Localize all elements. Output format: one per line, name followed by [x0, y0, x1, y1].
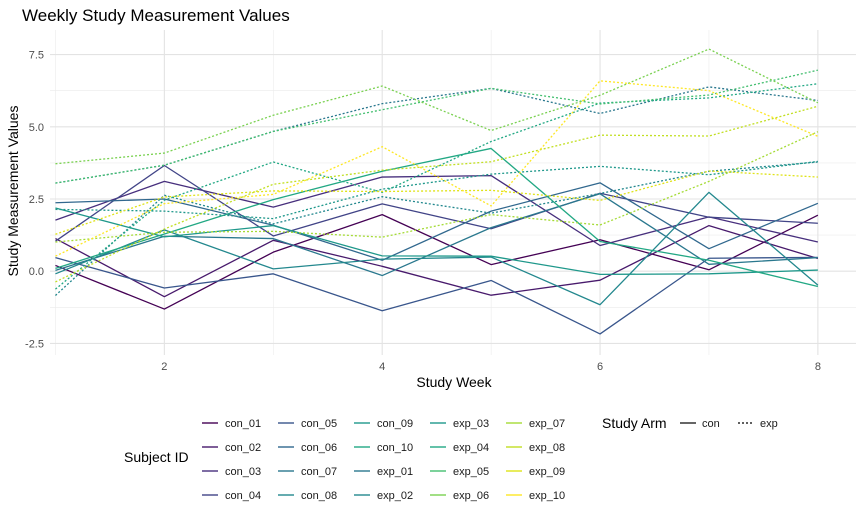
series-line-con_04: [55, 164, 818, 242]
legend-item-con_01: con_01: [202, 418, 261, 430]
x-axis-title: Study Week: [416, 374, 492, 390]
legend-label-con: con: [702, 418, 720, 430]
legend-item-con_10: con_10: [354, 442, 413, 454]
legend-label-con_10: con_10: [377, 442, 413, 454]
y-tick-label: -2.5: [25, 338, 44, 350]
y-tick-label: 2.5: [29, 194, 44, 206]
y-tick-label: 7.5: [29, 50, 44, 62]
legend-item-exp_09: exp_09: [506, 466, 565, 478]
x-tick-label: 4: [379, 361, 385, 373]
legend-item-con_09: con_09: [354, 418, 413, 430]
legend-item-exp_01: exp_01: [354, 466, 413, 478]
legend-item-exp_05: exp_05: [430, 466, 489, 478]
legend-label-con_02: con_02: [225, 442, 261, 454]
legend-label-exp_04: exp_04: [453, 442, 489, 454]
y-ticks: -2.5 0.0 2.5 5.0 7.5: [25, 50, 44, 351]
legend-label-con_09: con_09: [377, 418, 413, 430]
legend-color-title: Subject ID: [124, 449, 189, 465]
legend-item-exp_03: exp_03: [430, 418, 489, 430]
legend-item-con_04: con_04: [202, 490, 261, 502]
series-line-con_02: [55, 224, 819, 298]
y-tick-label: 0.0: [29, 266, 44, 278]
legend-label-con_03: con_03: [225, 466, 261, 478]
series-line-con_09: [55, 207, 818, 276]
series-line-con_05: [55, 256, 818, 335]
x-tick-label: 2: [161, 361, 167, 373]
legend-item-exp_06: exp_06: [430, 490, 489, 502]
legend-item-exp_07: exp_07: [506, 418, 565, 430]
legend-linetype: Study Arm con exp: [602, 415, 778, 431]
legend-label-exp_05: exp_05: [453, 466, 489, 478]
series-lines: [55, 48, 819, 335]
series-line-con_07: [55, 193, 818, 277]
series-line-con_03: [55, 174, 819, 247]
legend-color: Subject ID con_01 con_02 con_03 con_04 con_0…: [124, 418, 565, 502]
y-axis-title: Study Measurement Values: [5, 106, 21, 277]
series-line-exp_06: [55, 48, 819, 165]
legend-item-exp_10: exp_10: [506, 490, 565, 502]
legend-item-exp_08: exp_08: [506, 442, 565, 454]
x-tick-label: 8: [815, 361, 821, 373]
legend-label-exp_08: exp_08: [529, 442, 565, 454]
legend-label-con_04: con_04: [225, 490, 261, 502]
legend-item-con_08: con_08: [278, 490, 337, 502]
series-line-exp_08: [55, 105, 819, 283]
legend-label-exp_07: exp_07: [529, 418, 565, 430]
legend-linetype-title: Study Arm: [602, 415, 667, 431]
legend-label-exp_03: exp_03: [453, 418, 489, 430]
series-line-exp_07: [55, 131, 819, 243]
legend-item-con_03: con_03: [202, 466, 261, 478]
legend-item-exp: exp: [738, 418, 778, 430]
legend-label-con_05: con_05: [301, 418, 337, 430]
series-line-exp_05: [55, 69, 819, 184]
legend-item-exp_04: exp_04: [430, 442, 489, 454]
legend-item-con_05: con_05: [278, 418, 337, 430]
series-line-con_01: [55, 213, 819, 310]
legend-label-exp_01: exp_01: [377, 466, 413, 478]
x-tick-label: 6: [597, 361, 603, 373]
series-line-con_10: [55, 147, 819, 288]
legend-label-con_07: con_07: [301, 466, 337, 478]
series-line-con_08: [55, 191, 819, 306]
series-line-con_06: [55, 182, 819, 261]
y-tick-label: 5.0: [29, 122, 44, 134]
series-line-exp_04: [55, 83, 818, 290]
legend-item-con_06: con_06: [278, 442, 337, 454]
legend-item-con_02: con_02: [202, 442, 261, 454]
legend-label-exp_10: exp_10: [529, 490, 565, 502]
legend-item-con: con: [680, 418, 720, 430]
legend-label-con_08: con_08: [301, 490, 337, 502]
legend-item-exp_02: exp_02: [354, 490, 413, 502]
x-ticks: 2 4 6 8: [161, 361, 821, 373]
series-line-exp_09: [55, 170, 818, 235]
legend-item-con_07: con_07: [278, 466, 337, 478]
legend-label-exp_02: exp_02: [377, 490, 413, 502]
legend-label-exp_09: exp_09: [529, 466, 565, 478]
legend-label-con_01: con_01: [225, 418, 261, 430]
chart-title: Weekly Study Measurement Values: [22, 6, 290, 25]
legend-label-exp: exp: [760, 418, 778, 430]
legend-label-exp_06: exp_06: [453, 490, 489, 502]
series-line-exp_03: [55, 160, 818, 220]
legend-label-con_06: con_06: [301, 442, 337, 454]
